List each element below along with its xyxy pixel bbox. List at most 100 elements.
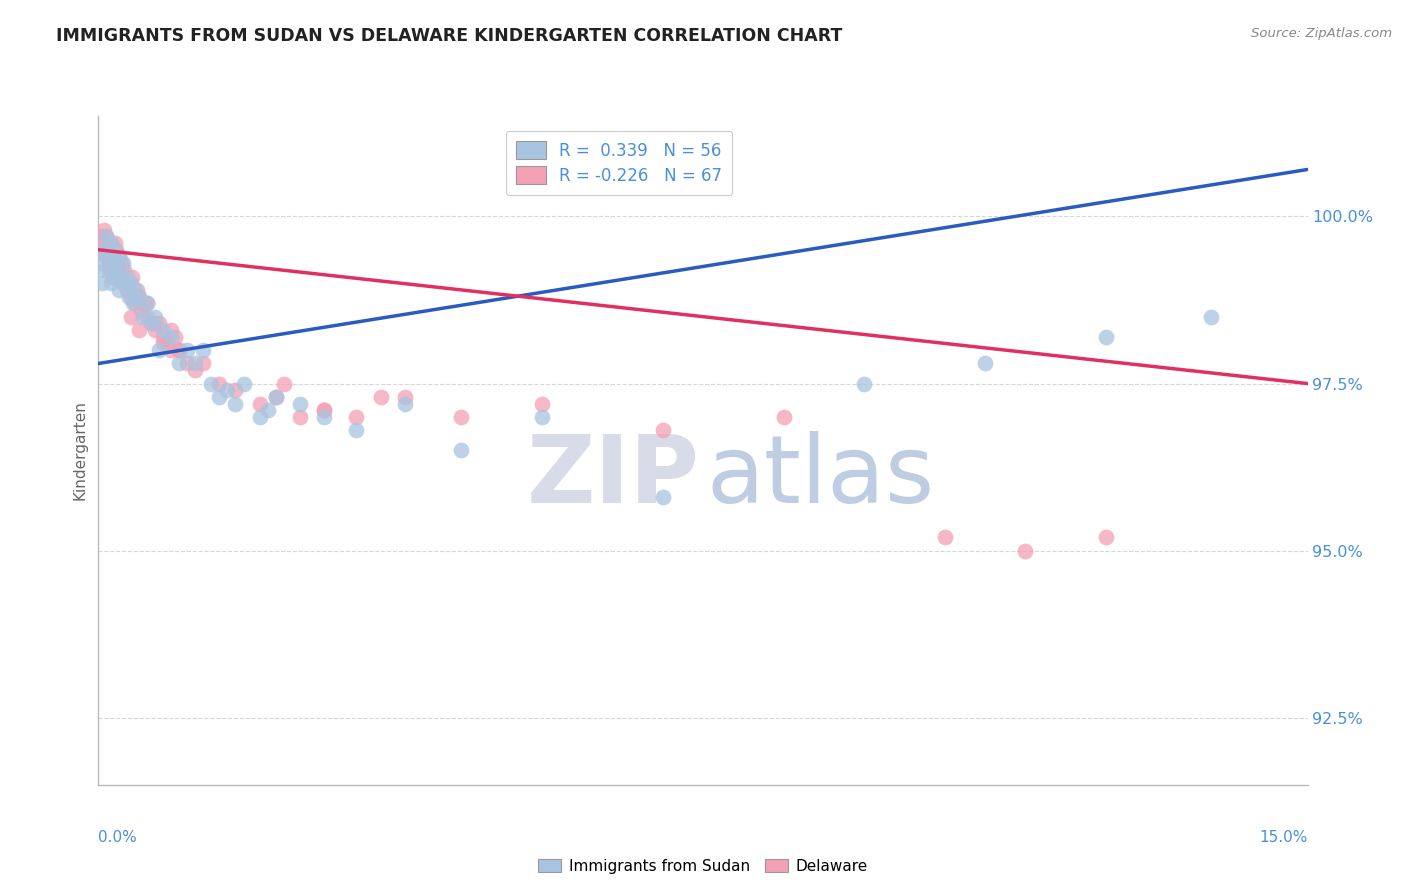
Point [96,229,118,244]
Point [121,269,143,284]
Point [344,410,367,425]
Point [167,343,190,357]
Point [97,256,120,270]
Point [314,403,336,417]
Point [128,290,150,304]
Point [105,256,128,270]
Point [124,283,146,297]
Point [91,243,114,257]
Point [103,262,125,277]
Legend: R =  0.339   N = 56, R = -0.226   N = 67: R = 0.339 N = 56, R = -0.226 N = 67 [506,131,733,195]
Point [344,424,367,438]
Text: IMMIGRANTS FROM SUDAN VS DELAWARE KINDERGARTEN CORRELATION CHART: IMMIGRANTS FROM SUDAN VS DELAWARE KINDER… [56,27,842,45]
Point [167,356,190,370]
Point [208,390,231,404]
Point [148,316,170,330]
Point [160,323,183,337]
Text: ZIP: ZIP [526,431,699,524]
Legend: Immigrants from Sudan, Delaware: Immigrants from Sudan, Delaware [531,853,875,880]
Point [232,376,254,391]
Point [934,530,956,544]
Point [115,283,138,297]
Point [96,249,118,263]
Point [107,283,129,297]
Point [249,410,271,425]
Point [176,343,198,357]
Point [132,296,155,310]
Point [129,303,152,318]
Point [139,316,162,330]
Point [120,290,142,304]
Point [184,356,207,370]
Point [974,356,997,370]
Point [163,329,186,343]
Point [103,236,125,251]
Point [112,262,135,277]
Point [143,316,166,330]
Point [160,343,183,357]
Point [94,236,117,251]
Point [91,277,114,291]
Point [273,376,295,391]
Point [1199,310,1222,324]
Point [111,256,134,270]
Point [200,376,222,391]
Point [853,376,876,391]
Point [107,249,129,263]
Point [184,363,207,377]
Point [152,323,174,337]
Point [100,262,122,277]
Point [530,397,553,411]
Point [1095,530,1118,544]
Point [135,296,157,310]
Point [1095,329,1118,343]
Point [97,262,120,277]
Point [288,397,311,411]
Point [651,424,673,438]
Text: 0.0%: 0.0% [98,830,138,845]
Point [256,403,278,417]
Point [101,249,124,263]
Point [139,316,162,330]
Point [128,290,150,304]
Point [450,443,472,458]
Point [111,277,134,291]
Point [314,403,336,417]
Point [124,296,146,310]
Point [193,343,215,357]
Point [160,329,183,343]
Point [143,323,166,337]
Point [152,336,174,351]
Point [111,277,134,291]
Point [93,243,115,257]
Point [156,336,179,351]
Point [97,243,120,257]
Point [135,296,157,310]
Point [135,310,157,324]
Point [132,310,155,324]
Point [110,256,132,270]
Point [224,383,246,397]
Text: 15.0%: 15.0% [1260,830,1308,845]
Point [103,243,125,257]
Point [118,290,141,304]
Point [288,410,311,425]
Point [101,269,124,284]
Y-axis label: Kindergarten: Kindergarten [72,401,87,500]
Point [217,383,239,397]
Point [120,277,142,291]
Point [101,249,124,263]
Point [108,269,131,284]
Point [107,249,129,263]
Point [91,256,114,270]
Point [103,256,125,270]
Point [530,410,553,425]
Point [143,310,166,324]
Point [167,343,190,357]
Point [370,390,392,404]
Text: atlas: atlas [707,431,935,524]
Point [97,243,120,257]
Point [450,410,472,425]
Point [224,397,246,411]
Point [127,283,149,297]
